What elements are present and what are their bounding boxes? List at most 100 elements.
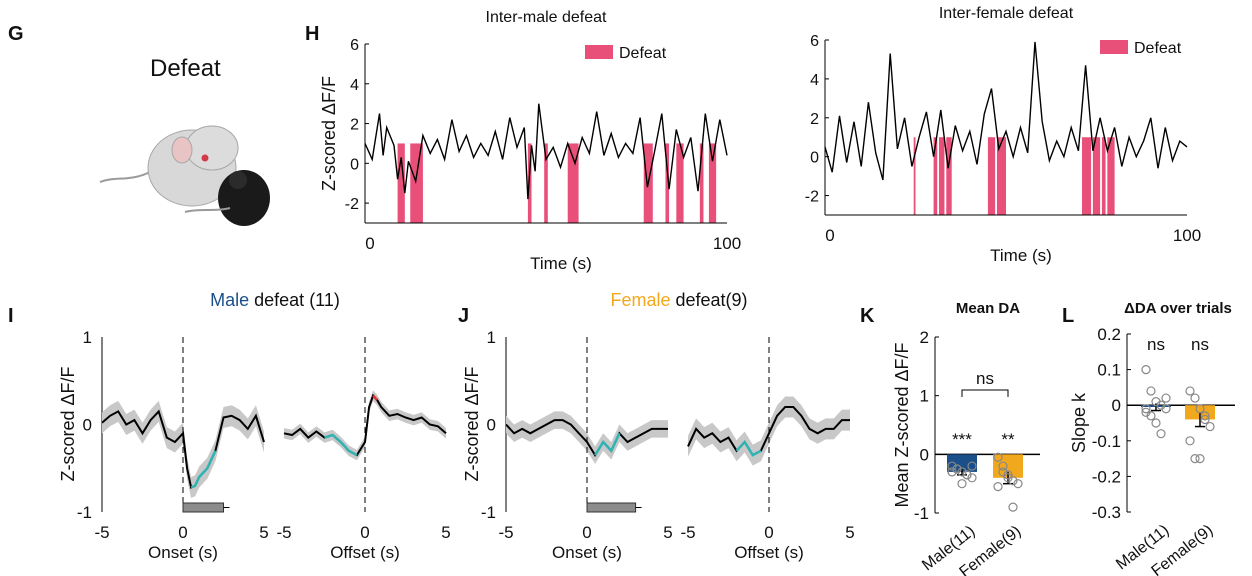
chart-title: Inter-female defeat	[939, 5, 1074, 22]
data-point	[1146, 411, 1156, 421]
data-point	[1161, 393, 1171, 403]
x-axis-label: Onset (s)	[148, 543, 218, 562]
chart-title: Mean DA	[956, 300, 1020, 317]
signal-trace	[364, 103, 728, 200]
y-tick-label: 0	[810, 150, 819, 167]
data-point	[1141, 365, 1151, 375]
data-point	[1003, 473, 1013, 483]
legend-swatch	[1100, 40, 1128, 54]
data-point	[967, 473, 977, 483]
chart-male-defeat-traces: 1 0 -1 Z-scored ΔF/F -5 0 5 Onset (s) -5 0 5 Offset…	[58, 290, 451, 562]
data-point	[962, 470, 972, 480]
sem-band	[284, 390, 446, 461]
y-tick-label: 6	[810, 33, 819, 50]
chart-title: Male defeat (11)	[210, 290, 340, 310]
panel-letter-g: G	[8, 23, 24, 45]
sem-band	[102, 400, 264, 498]
duration-bar	[182, 502, 224, 513]
data-point	[1141, 404, 1151, 414]
defeat-interval	[946, 137, 952, 215]
mouse-illustration	[99, 125, 270, 226]
defeat-interval	[676, 143, 684, 223]
significant-increase-segment	[372, 394, 379, 401]
data-point	[993, 452, 1003, 462]
x-axis-label: Offset (s)	[330, 543, 400, 562]
y-tick-label: 0	[350, 156, 359, 173]
y-tick-label: -0.2	[1092, 467, 1121, 486]
y-axis-label: Slope k	[1069, 392, 1089, 453]
x-axis-label: Time (s)	[990, 246, 1052, 265]
y-tick-label: 1	[83, 328, 92, 347]
mean-trace	[687, 406, 850, 457]
x-tick-label: 5	[845, 523, 854, 542]
data-point	[993, 482, 1003, 492]
defeat-interval	[1082, 137, 1092, 215]
data-point	[952, 464, 962, 474]
y-tick-label: 2	[350, 117, 359, 134]
x-tick-label: -5	[276, 523, 291, 542]
significance-label: ns	[1147, 335, 1165, 354]
defeat-interval	[933, 137, 938, 215]
defeat-interval	[913, 137, 916, 215]
x-tick-label: 0	[764, 523, 773, 542]
y-axis-label: Z-scored ΔF/F	[58, 366, 78, 481]
significant-decrease-segment	[594, 432, 621, 456]
data-point	[1205, 421, 1215, 432]
data-point	[1013, 479, 1023, 489]
comparison-label: ns	[976, 369, 994, 388]
significant-decrease-segment	[324, 433, 358, 457]
illustration-label: Defeat	[150, 55, 221, 82]
defeat-interval	[544, 143, 548, 223]
x-tick-label: 0	[825, 226, 834, 245]
legend-label: Defeat	[1134, 40, 1182, 57]
comparison-bracket	[961, 389, 1009, 397]
data-point	[1190, 454, 1200, 464]
y-tick-label: 2	[920, 328, 929, 347]
y-tick-label: 0	[1112, 396, 1121, 415]
data-point	[967, 461, 977, 471]
y-tick-label: 1	[487, 328, 496, 347]
y-tick-label: -1	[481, 503, 496, 522]
title-suffix: defeat(9)	[670, 290, 747, 310]
y-axis-label: Z-scored ΔF/F	[319, 76, 339, 191]
mean-trace	[101, 409, 265, 489]
defeat-interval	[397, 143, 405, 223]
data-point	[1200, 411, 1210, 421]
mean-trace	[283, 393, 447, 457]
y-tick-label: -0.1	[1092, 432, 1121, 451]
significant-decrease-segment	[190, 450, 217, 489]
x-tick-label: 5	[663, 523, 672, 542]
x-tick-label: 5	[441, 523, 450, 542]
y-tick-label: 4	[810, 72, 819, 89]
data-point	[1003, 470, 1013, 480]
defeat-interval	[1107, 137, 1115, 215]
defeat-interval	[987, 137, 996, 215]
defeat-interval	[1092, 137, 1101, 215]
data-point	[998, 461, 1008, 471]
y-axis-label: Z-scored ΔF/F	[462, 366, 482, 481]
defeat-interval	[699, 143, 704, 223]
x-tick-label: -5	[498, 523, 513, 542]
y-tick-label: -0.3	[1092, 503, 1121, 522]
data-point	[1185, 386, 1195, 396]
y-tick-label: 0	[487, 416, 496, 435]
signal-trace	[824, 41, 1188, 181]
y-tick-label: 0	[83, 416, 92, 435]
y-tick-label: -1	[914, 504, 929, 523]
x-tick-label: 0	[582, 523, 591, 542]
x-tick-label: 0	[365, 234, 374, 253]
data-point	[1008, 476, 1018, 486]
panel-letter-h: H	[305, 23, 319, 45]
y-tick-label: 2	[810, 111, 819, 128]
x-axis-label: Offset (s)	[734, 543, 804, 562]
chart-title: Female defeat(9)	[610, 290, 747, 310]
y-tick-label: 0.1	[1097, 361, 1121, 380]
chart-delta-da: 0.20.10-0.1-0.2-0.3nsMale(11)nsFemale(9)…	[1069, 300, 1235, 576]
duration-bar	[586, 502, 637, 513]
data-point	[1156, 429, 1166, 439]
x-axis-label: Time (s)	[530, 254, 592, 273]
defeat-interval	[1101, 137, 1106, 215]
panel-letter-i: I	[8, 305, 14, 327]
title-suffix: defeat (11)	[249, 290, 340, 310]
